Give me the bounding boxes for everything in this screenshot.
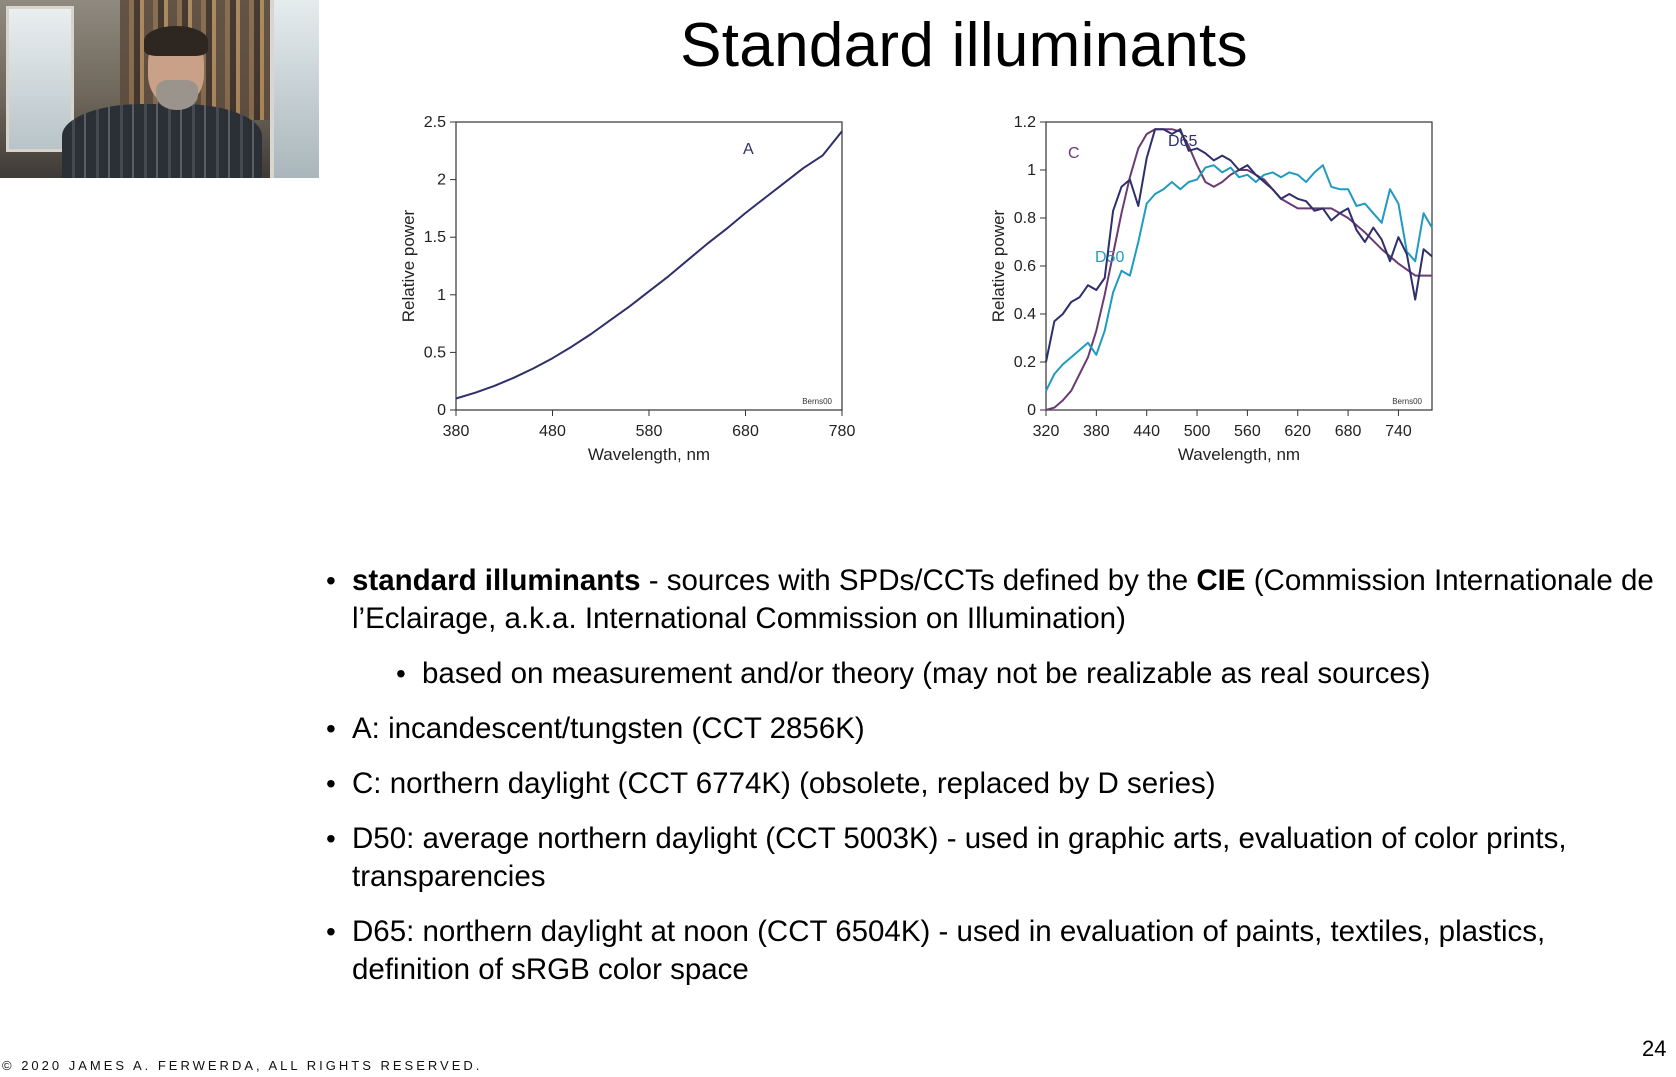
bullet-dot: • [396, 658, 406, 689]
chart-illuminants-c-d50-d65: 0 0.2 0.4 0.6 0.8 1 1.2 320 380 440 500 560 620 680 74… [990, 112, 1510, 512]
y-tick-label: 1 [437, 287, 446, 304]
y-tick-label: 0 [1027, 402, 1036, 419]
bullet-text-b: (Commission Internationale de l’Eclairag… [352, 564, 1654, 635]
window-background-right [270, 0, 319, 178]
y-tick-label: 0.2 [1014, 354, 1036, 371]
bullet-text: D65: northern daylight at noon (CCT 6504… [352, 915, 1546, 986]
bullet-dot: • [326, 823, 336, 854]
series-label-a: A [743, 141, 754, 158]
bullet-dot: • [326, 768, 336, 799]
series-line-d65 [1045, 128, 1433, 363]
y-axis-label: Relative power [400, 209, 418, 322]
bullet-dot: • [326, 565, 336, 596]
y-tick-label: 0 [437, 402, 446, 419]
x-tick-label: 560 [1234, 423, 1261, 440]
chart-illuminant-a: 0 0.5 1 1.5 2 2.5 380 480 580 680 780 Wavelength, n… [400, 112, 920, 512]
bullet-item-measurement-theory: • based on measurement and/or theory (ma… [396, 655, 1656, 693]
bullet-bold-lead: standard illuminants [352, 564, 641, 597]
y-tick-label: 2 [437, 172, 446, 189]
plot-frame [1045, 121, 1433, 411]
chart-a-svg: 0 0.5 1 1.5 2 2.5 380 480 580 680 780 Wavelength, n… [400, 114, 856, 464]
y-tick-label: 0.8 [1014, 210, 1036, 227]
series-label-d65: D65 [1168, 133, 1197, 150]
chart-b-svg: 0 0.2 0.4 0.6 0.8 1 1.2 320 380 440 500 560 620 680 74… [990, 114, 1433, 464]
bullet-text: C: northern daylight (CCT 6774K) (obsole… [352, 767, 1216, 800]
x-axis-label: Wavelength, nm [588, 445, 710, 464]
bullet-item-d50: • D50: average northern daylight (CCT 50… [326, 820, 1656, 896]
x-tick-label: 480 [539, 423, 566, 440]
y-tick-label: 1.5 [424, 229, 446, 246]
x-tick-label: 440 [1133, 423, 1160, 440]
bullet-list: • standard illuminants - sources with SP… [326, 562, 1656, 1006]
page-number: 24 [1642, 1036, 1667, 1061]
x-tick-label: 380 [443, 423, 470, 440]
series-line-a [455, 130, 843, 400]
x-tick-label: 680 [732, 423, 759, 440]
presenter-hair [144, 26, 208, 56]
bullet-bold-cie: CIE [1196, 564, 1246, 597]
x-tick-label: 620 [1284, 423, 1311, 440]
series-line-d50 [1045, 164, 1433, 392]
plot-frame [455, 121, 843, 411]
credit-label: Berns00 [802, 397, 832, 406]
x-tick-label: 780 [829, 423, 856, 440]
copyright-notice: © 2020 JAMES A. FERWERDA, ALL RIGHTS RES… [2, 1058, 483, 1073]
bullet-item-standard-illuminants: • standard illuminants - sources with SP… [326, 562, 1656, 638]
bullet-dot: • [326, 713, 336, 744]
presenter-beard [156, 80, 198, 110]
bullet-dot: • [326, 916, 336, 947]
x-tick-label: 680 [1335, 423, 1362, 440]
series-label-d50: D50 [1095, 249, 1124, 266]
bullet-item-c: • C: northern daylight (CCT 6774K) (obso… [326, 765, 1656, 803]
y-tick-label: 1.2 [1014, 114, 1036, 131]
y-tick-label: 0.6 [1014, 258, 1036, 275]
y-tick-label: 1 [1027, 162, 1036, 179]
y-tick-label: 0.5 [424, 344, 446, 361]
series-line-c [1045, 128, 1432, 411]
y-tick-label: 0.4 [1014, 306, 1036, 323]
bullet-text: based on measurement and/or theory (may … [422, 657, 1431, 690]
x-tick-label: 320 [1033, 423, 1060, 440]
x-tick-label: 740 [1385, 423, 1412, 440]
slide-title: Standard illuminants [680, 11, 1248, 80]
x-axis-label: Wavelength, nm [1178, 445, 1300, 464]
x-tick-label: 380 [1083, 423, 1110, 440]
bullet-text: A: incandescent/tungsten (CCT 2856K) [352, 712, 865, 745]
bullet-item-d65: • D65: northern daylight at noon (CCT 65… [326, 913, 1656, 989]
presenter-video [0, 0, 319, 178]
x-tick-label: 580 [636, 423, 663, 440]
series-label-c: C [1068, 145, 1080, 162]
bullet-item-a: • A: incandescent/tungsten (CCT 2856K) [326, 710, 1656, 748]
window-background [6, 6, 74, 152]
bullet-text: D50: average northern daylight (CCT 5003… [352, 822, 1567, 893]
y-axis-label: Relative power [990, 209, 1008, 322]
credit-label: Berns00 [1392, 397, 1422, 406]
bullet-text-a: - sources with SPDs/CCTs defined by the [640, 564, 1197, 597]
x-tick-label: 500 [1184, 423, 1211, 440]
y-tick-label: 2.5 [424, 114, 446, 131]
presenter-body [62, 104, 262, 178]
